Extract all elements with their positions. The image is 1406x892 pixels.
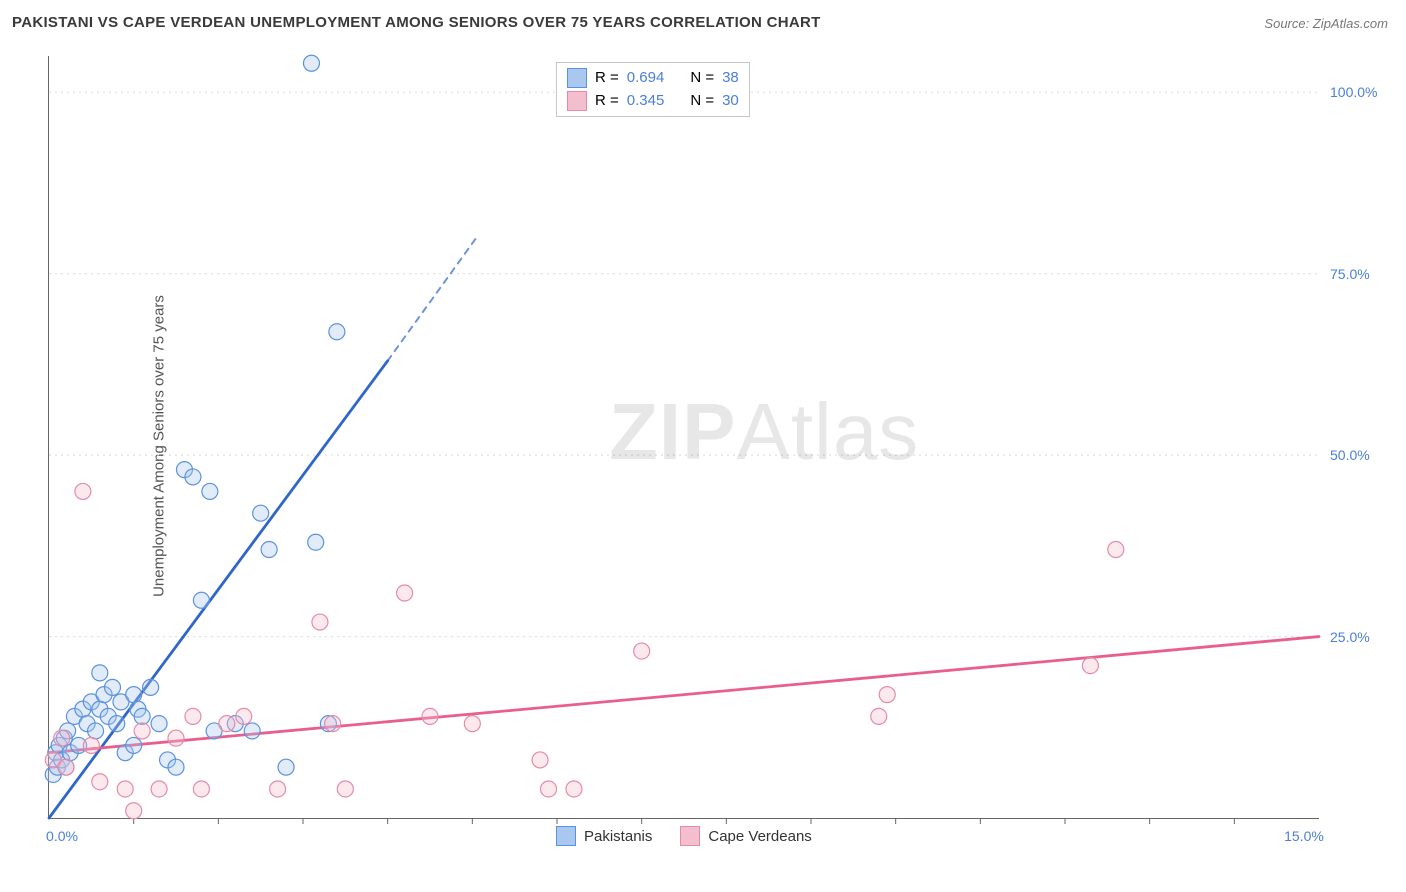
legend-swatch-pakistanis [556, 826, 576, 846]
r-label: R = [595, 67, 619, 90]
r-value-capeverdeans: 0.345 [627, 90, 665, 113]
stats-row-pakistanis: R = 0.694 N = 38 [567, 67, 739, 90]
legend-label-capeverdeans: Cape Verdeans [708, 828, 811, 845]
x-tick-label: 0.0% [46, 828, 78, 844]
y-tick-label: 50.0% [1330, 447, 1370, 463]
stats-row-capeverdeans: R = 0.345 N = 30 [567, 90, 739, 113]
stats-box: R = 0.694 N = 38 R = 0.345 N = 30 [556, 62, 750, 117]
y-tick-label: 100.0% [1330, 84, 1377, 100]
chart-container: PAKISTANI VS CAPE VERDEAN UNEMPLOYMENT A… [0, 0, 1406, 892]
x-tick-label: 15.0% [1284, 828, 1324, 844]
plot-area: ZIPAtlas [48, 56, 1319, 819]
n-value-capeverdeans: 30 [722, 90, 739, 113]
legend-item-pakistanis: Pakistanis [556, 826, 652, 846]
source-value: ZipAtlas.com [1313, 16, 1388, 31]
r-label: R = [595, 90, 619, 113]
swatch-capeverdeans [567, 91, 587, 111]
n-label: N = [690, 67, 714, 90]
source-label: Source: [1264, 16, 1309, 31]
source-attribution: Source: ZipAtlas.com [1264, 16, 1388, 31]
y-tick-label: 75.0% [1330, 266, 1370, 282]
legend-label-pakistanis: Pakistanis [584, 828, 652, 845]
chart-title: PAKISTANI VS CAPE VERDEAN UNEMPLOYMENT A… [12, 14, 821, 31]
plot-svg [49, 56, 1319, 818]
n-value-pakistanis: 38 [722, 67, 739, 90]
swatch-pakistanis [567, 68, 587, 88]
r-value-pakistanis: 0.694 [627, 67, 665, 90]
legend-swatch-capeverdeans [680, 826, 700, 846]
y-tick-label: 25.0% [1330, 629, 1370, 645]
n-label: N = [690, 90, 714, 113]
legend-item-capeverdeans: Cape Verdeans [680, 826, 811, 846]
legend-bottom: Pakistanis Cape Verdeans [556, 826, 812, 846]
